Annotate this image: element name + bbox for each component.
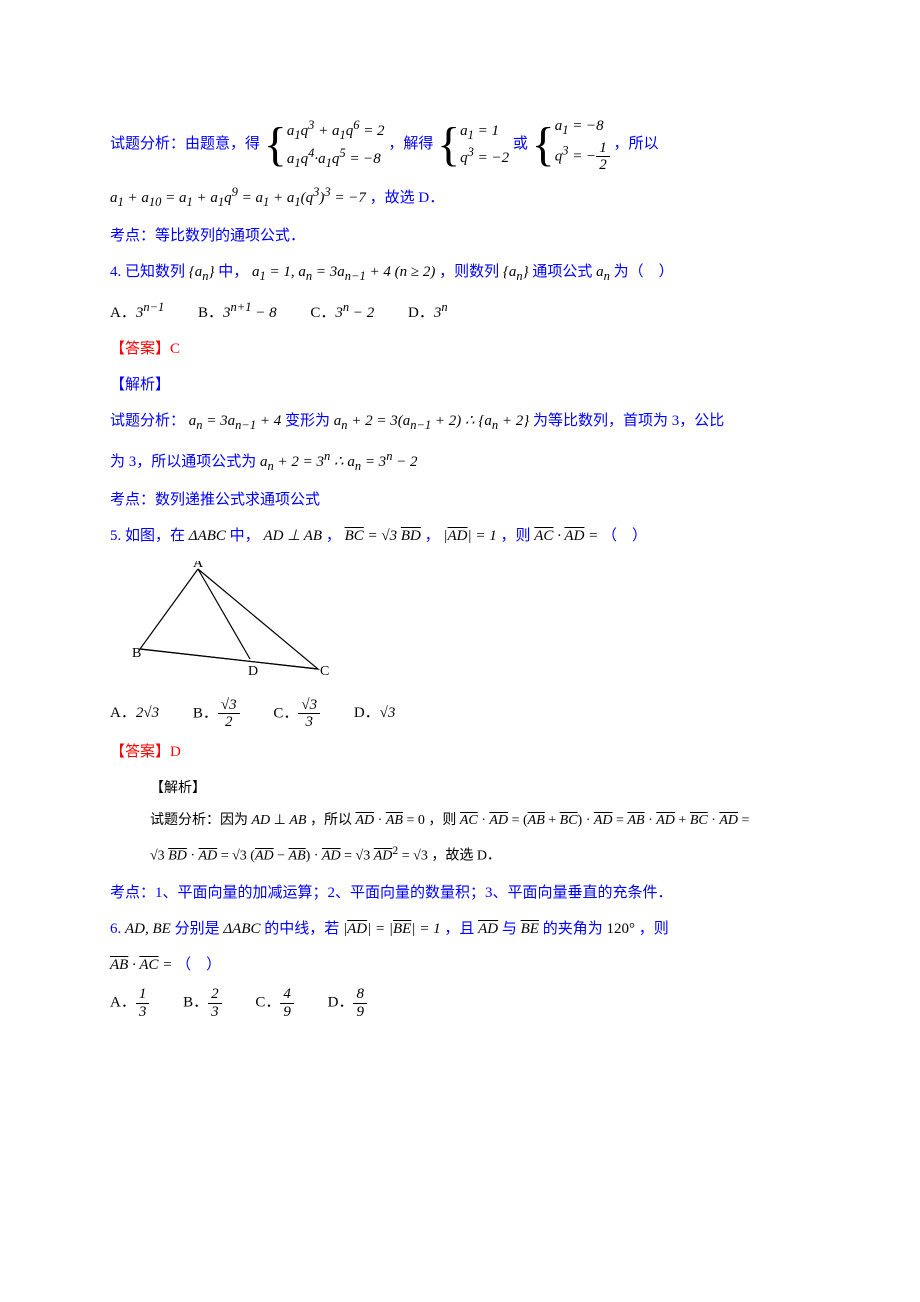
q3-prefix: 试题分析：由题意，得 bbox=[110, 136, 260, 152]
q5-number: 5. bbox=[110, 528, 125, 544]
q6-paren: （ ） bbox=[176, 957, 221, 973]
q3-topic: 考点：等比数列的通项公式． bbox=[110, 221, 810, 251]
q5-cond3: |AD| = 1 bbox=[443, 528, 496, 544]
q4-post2: 通项公式 bbox=[532, 264, 592, 280]
q5-choice-b[interactable]: B．√32 bbox=[193, 697, 240, 731]
svg-text:B: B bbox=[132, 646, 141, 661]
q3-line2-math: a1 + a10 = a1 + a1q9 = a1 + a1(q3)3 = −7 bbox=[110, 190, 366, 206]
q5-answer: 【答案】D bbox=[110, 737, 810, 767]
q5-post: ，则 bbox=[501, 528, 531, 544]
q6-vars: AD, BE bbox=[125, 921, 171, 937]
q6-angle: 120° bbox=[606, 921, 635, 937]
q6-number: 6. bbox=[110, 921, 125, 937]
q4-analysis-l2: 为 3，所以通项公式为 an + 2 = 3n ∴ an = 3n − 2 bbox=[110, 444, 810, 479]
q4-step2-suffix: 为等比数列，首项为 3，公比 bbox=[533, 413, 724, 429]
q5-choices: A．2√3 B．√32 C．√33 D．√3 bbox=[110, 697, 810, 731]
q4-choice-d[interactable]: D．3n bbox=[408, 295, 448, 328]
q5-cond1: AD ⊥ AB bbox=[263, 528, 322, 544]
q5-img-l2: √3 BD · AD = √3 (AD − AB) · AD = √3 AD2 … bbox=[150, 839, 810, 871]
q5-stem: 5. 如图，在 ΔABC 中， AD ⊥ AB ， BC = √3 BD ， |… bbox=[110, 521, 810, 551]
q5-pre: 如图，在 bbox=[125, 528, 185, 544]
q4-set2: {an} bbox=[503, 264, 529, 280]
triangle-svg: A B D C bbox=[130, 561, 330, 676]
svg-text:A: A bbox=[193, 561, 204, 571]
q4-step1: an = 3an−1 + 4 bbox=[189, 413, 281, 429]
q6-ask: AB · AC = bbox=[110, 957, 172, 973]
q6-stem: 6. AD, BE 分别是 ΔABC 的中线，若 |AD| = |BE| = 1… bbox=[110, 914, 810, 944]
q3-or: 或 bbox=[513, 136, 528, 152]
q6-s3: ，且 bbox=[444, 921, 474, 937]
q4-analysis-l1: 试题分析： an = 3an−1 + 4 变形为 an + 2 = 3(an−1… bbox=[110, 406, 810, 438]
q6-and: 与 bbox=[502, 921, 517, 937]
q4-analysis-label: 【解析】 bbox=[110, 370, 810, 400]
q6-s2: 的中线，若 bbox=[264, 921, 339, 937]
q5-c2: ， bbox=[425, 528, 440, 544]
q6-tri: ΔABC bbox=[223, 921, 260, 937]
q4-choices: A．3n−1 B．3n+1 − 8 C．3n − 2 D．3n bbox=[110, 295, 810, 328]
q4-anal-prefix: 试题分析： bbox=[110, 413, 185, 429]
q4-pre: 已知数列 bbox=[125, 264, 185, 280]
q5-choice-c[interactable]: C．√33 bbox=[273, 697, 320, 731]
q3-line2-suffix: ，故选 D． bbox=[370, 190, 445, 206]
q5-diagram: A B D C bbox=[130, 561, 810, 687]
q6-choice-b[interactable]: B．23 bbox=[183, 986, 222, 1020]
q4-step3-prefix: 为 3，所以通项公式为 bbox=[110, 454, 256, 470]
q5-paren: （ ） bbox=[602, 528, 647, 544]
q4-cond: a1 = 1, an = 3an−1 + 4 (n ≥ 2) bbox=[252, 264, 435, 280]
q4-an: an bbox=[596, 264, 610, 280]
q4-choice-c[interactable]: C．3n − 2 bbox=[310, 295, 374, 328]
q5-choice-a[interactable]: A．2√3 bbox=[110, 698, 159, 728]
q5-choice-d[interactable]: D．√3 bbox=[354, 698, 396, 728]
q5-cond2: BC = √3 BD bbox=[345, 528, 421, 544]
q3-sys1: {a1q3 + a1q6 = 2a1q4·a1q5 = −8 bbox=[264, 136, 389, 152]
q4-topic: 考点：数列递推公式求通项公式 bbox=[110, 485, 810, 515]
q3-analysis-line1: 试题分析：由题意，得 {a1q3 + a1q6 = 2a1q4·a1q5 = −… bbox=[110, 116, 810, 174]
q5-img-l1: 试题分析：因为 AD ⊥ AB ，所以 AD · AB = 0 ，则 AC · … bbox=[150, 807, 810, 835]
q5-topic: 考点：1、平面向量的加减运算；2、平面向量的数量积；3、平面向量垂直的充条件． bbox=[110, 878, 810, 908]
q5-analysis-image: 【解析】 试题分析：因为 AD ⊥ AB ，所以 AD · AB = 0 ，则 … bbox=[150, 775, 810, 871]
q3-analysis-line2: a1 + a10 = a1 + a1q9 = a1 + a1(q3)3 = −7… bbox=[110, 180, 810, 215]
q6-stem-l2: AB · AC = （ ） bbox=[110, 950, 810, 980]
q6-s4: 的夹角为 bbox=[543, 921, 603, 937]
q4-step3: an + 2 = 3n ∴ an = 3n − 2 bbox=[260, 454, 418, 470]
q4-step1-mid: 变形为 bbox=[285, 413, 330, 429]
q4-choice-b[interactable]: B．3n+1 − 8 bbox=[198, 295, 277, 328]
q4-stem: 4. 已知数列 {an} 中， a1 = 1, an = 3an−1 + 4 (… bbox=[110, 257, 810, 289]
q5-c1: ， bbox=[326, 528, 341, 544]
q4-post1: ，则数列 bbox=[439, 264, 499, 280]
q6-choices: A．13 B．23 C．49 D．89 bbox=[110, 986, 810, 1020]
q4-mid: 中， bbox=[218, 264, 248, 280]
q5-ask: AC · AD = bbox=[534, 528, 598, 544]
q6-s5: ，则 bbox=[639, 921, 669, 937]
q6-choice-a[interactable]: A．13 bbox=[110, 986, 149, 1020]
q4-step2: an + 2 = 3(an−1 + 2) ∴ {an + 2} bbox=[334, 413, 529, 429]
q5-tri: ΔABC bbox=[189, 528, 226, 544]
q6-cond1: |AD| = |BE| = 1 bbox=[343, 921, 441, 937]
q4-set1: {an} bbox=[189, 264, 215, 280]
q6-s1: 分别是 bbox=[175, 921, 220, 937]
q4-number: 4. bbox=[110, 264, 125, 280]
q6-v1: AD bbox=[478, 921, 498, 937]
q3-suffix1: ，所以 bbox=[613, 136, 658, 152]
q5-img-label: 【解析】 bbox=[150, 775, 810, 803]
q6-v2: BE bbox=[521, 921, 539, 937]
q3-mid1: ，解得 bbox=[388, 136, 433, 152]
q6-choice-d[interactable]: D．89 bbox=[328, 986, 367, 1020]
q3-sys3: {a1 = −8q3 = −12 bbox=[532, 136, 614, 152]
q4-answer: 【答案】C bbox=[110, 334, 810, 364]
q4-post3: 为（ ） bbox=[614, 264, 674, 280]
q5-mid1: 中， bbox=[230, 528, 260, 544]
q6-choice-c[interactable]: C．49 bbox=[255, 986, 294, 1020]
q3-sys2: {a1 = 1q3 = −2 bbox=[437, 136, 513, 152]
svg-text:D: D bbox=[248, 664, 258, 676]
q4-choice-a[interactable]: A．3n−1 bbox=[110, 295, 164, 328]
svg-text:C: C bbox=[320, 664, 329, 676]
